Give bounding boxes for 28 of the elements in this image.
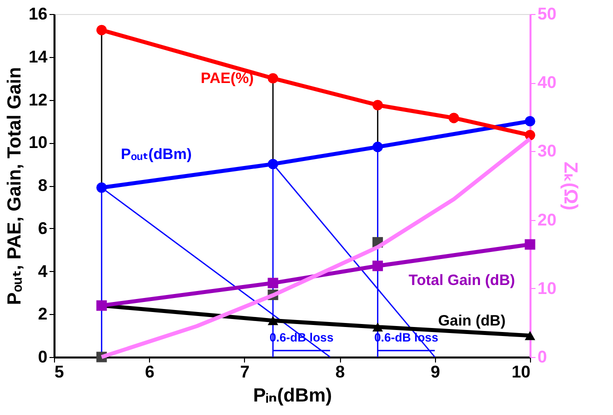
series-label: Gain (dB) [438, 312, 506, 330]
y-tick-label: 12 [28, 90, 48, 110]
x-tick-label: 10 [512, 362, 530, 382]
x-tick-label: 6 [144, 362, 154, 382]
x-axis-title: Pᵢₙ(dBm) [253, 386, 332, 406]
y-tick-label: 2 [38, 304, 48, 324]
y-tick-label: 6 [38, 218, 48, 238]
x-tick-label: 8 [335, 362, 345, 382]
y-axis-title: Pₒᵤₜ, PAE, Gain, Total Gain [4, 67, 26, 305]
series-label: Total Gain (dB) [408, 272, 516, 290]
y-tick-label: 0 [38, 348, 48, 366]
y2-tick-label: 0 [538, 348, 547, 366]
series-label: PAE(%) [200, 70, 254, 88]
y-tick-label: 14 [28, 47, 48, 66]
y-tick-label: 10 [28, 133, 48, 152]
y2-tick-label: 20 [538, 210, 556, 230]
y-tick-label: 4 [38, 262, 48, 281]
y2-tick-label: 10 [538, 278, 556, 298]
x-tick-label: 5 [54, 362, 64, 382]
series-label: Pₒᵤₜ(dBm) [120, 146, 192, 163]
y2-tick-label: 30 [538, 142, 556, 161]
y-tick-label: 8 [38, 176, 48, 195]
y2-tick-label: 40 [538, 73, 556, 92]
y2-axis-title: Zₖ(Ω) [559, 162, 580, 210]
x-tick-label: 7 [240, 362, 250, 382]
y-tick-label: 16 [28, 4, 48, 24]
x-tick-label: 9 [430, 362, 440, 382]
y2-tick-label: 50 [538, 4, 556, 24]
